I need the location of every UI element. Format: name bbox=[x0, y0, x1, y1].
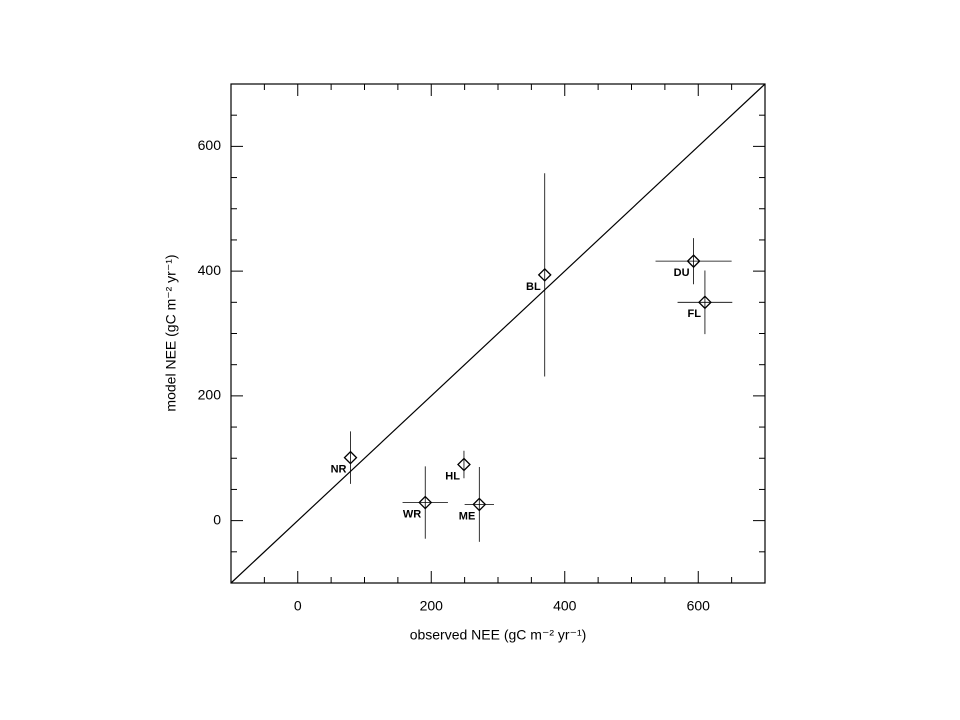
x-tick-label: 0 bbox=[294, 598, 302, 614]
point-label: WR bbox=[403, 508, 421, 520]
x-tick-label: 600 bbox=[687, 598, 711, 614]
y-tick-label: 200 bbox=[198, 387, 222, 403]
point bbox=[418, 495, 433, 510]
y-axis-label: model NEE (gC m⁻² yr⁻¹) bbox=[163, 254, 179, 411]
y-tick-label: 0 bbox=[213, 511, 221, 527]
y-tick-label: 400 bbox=[198, 262, 222, 278]
x-tick-label: 400 bbox=[553, 598, 577, 614]
point-label: FL bbox=[687, 308, 701, 320]
y-tick-label: 600 bbox=[198, 137, 222, 153]
point-label: HL bbox=[445, 470, 460, 482]
point bbox=[537, 267, 552, 282]
point-label: BL bbox=[526, 281, 541, 293]
point bbox=[698, 295, 712, 310]
x-axis-label: observed NEE (gC m⁻² yr⁻¹) bbox=[410, 627, 587, 643]
point bbox=[343, 450, 358, 465]
point-label: DU bbox=[674, 267, 690, 279]
point bbox=[686, 254, 701, 269]
point bbox=[472, 497, 487, 512]
point bbox=[457, 457, 471, 472]
identity-line bbox=[230, 83, 766, 584]
x-tick-label: 200 bbox=[420, 598, 444, 614]
point-label: NR bbox=[331, 464, 347, 476]
point-label: ME bbox=[459, 510, 476, 522]
